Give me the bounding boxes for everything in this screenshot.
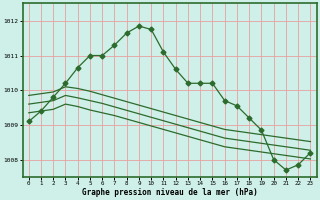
X-axis label: Graphe pression niveau de la mer (hPa): Graphe pression niveau de la mer (hPa)	[82, 188, 258, 197]
